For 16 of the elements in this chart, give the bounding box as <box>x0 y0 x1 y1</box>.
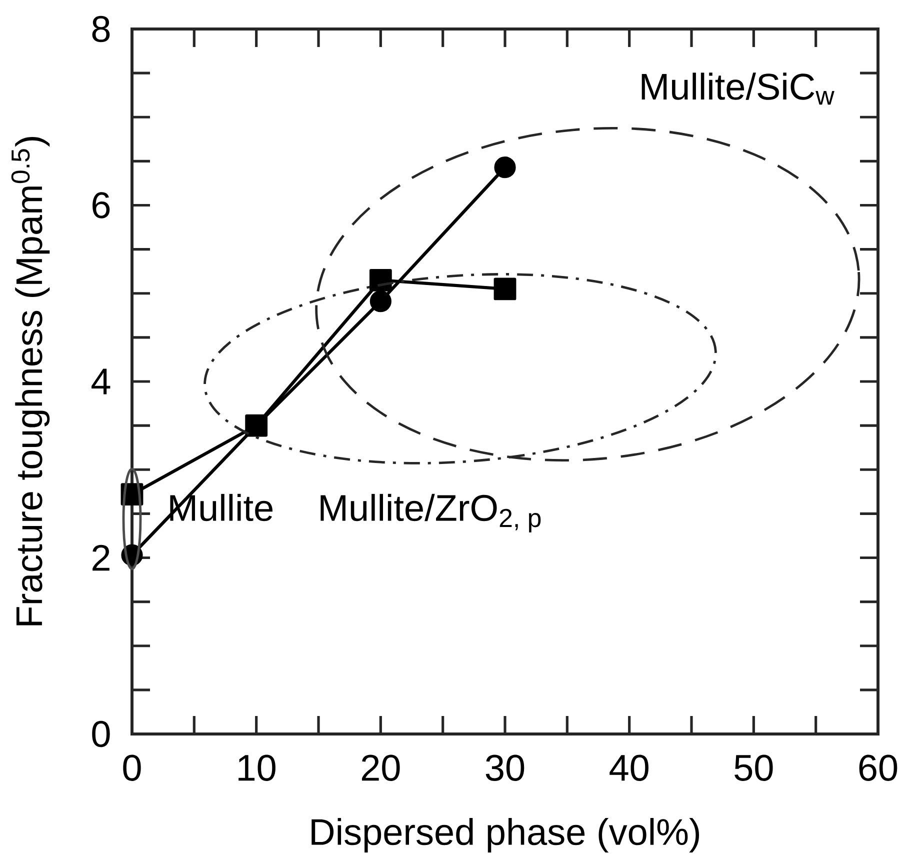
x-tick-label: 40 <box>610 754 648 781</box>
x-tick-label: 10 <box>238 754 276 781</box>
y-axis-title: Fracture toughness (Mpam$^{0.5}$) <box>11 137 50 626</box>
annotation: Mullite/ZrO$_{2, p}$ <box>320 494 541 532</box>
x-tick-label: 30 <box>486 754 524 781</box>
x-tick-label: 50 <box>734 754 773 781</box>
x-axis-title: Dispersed phase (vol%) <box>312 818 699 852</box>
x-tick-label: 20 <box>362 754 400 781</box>
y-tick-label: 0 <box>92 720 110 748</box>
y-tick-label: 6 <box>92 192 110 218</box>
y-tick-label: 4 <box>92 368 110 394</box>
x-tick-label: 60 <box>859 754 898 781</box>
y-tick-label: 8 <box>92 16 110 42</box>
annotation: Mullite/SiC$_{w}$ <box>642 72 834 105</box>
x-tick-label: 0 <box>123 754 141 781</box>
y-tick-label: 2 <box>92 544 110 571</box>
